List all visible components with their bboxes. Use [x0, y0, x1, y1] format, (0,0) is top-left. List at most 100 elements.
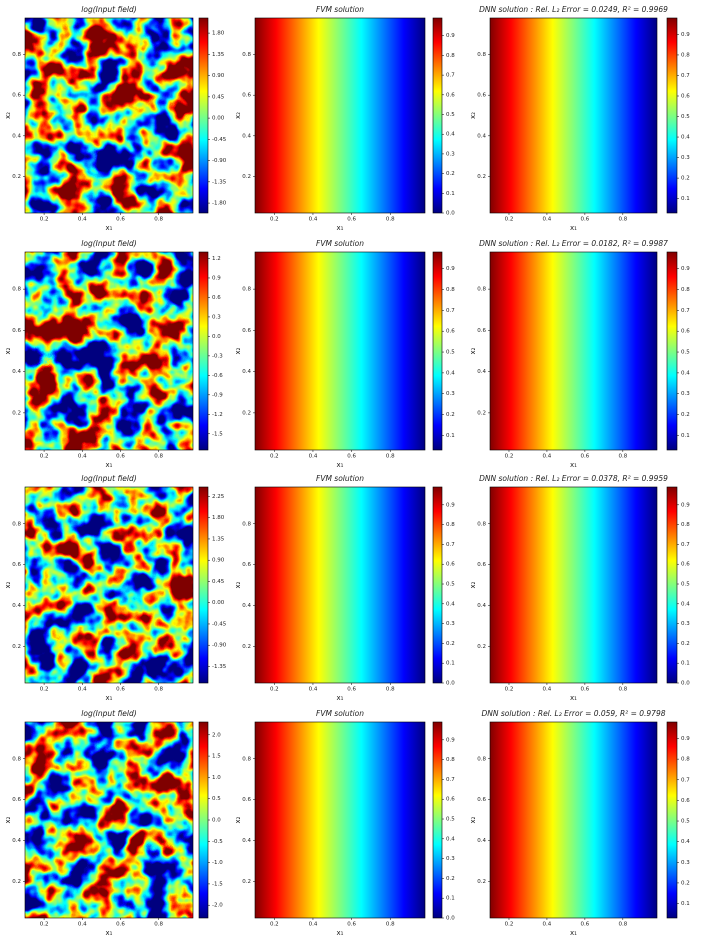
x-tick-label: 0.6	[116, 922, 125, 928]
colorbar-tick-label: 0.5	[446, 582, 455, 588]
y-tick-label: 0.2	[477, 644, 486, 650]
colorbar-tick-label: 0.0	[212, 334, 221, 340]
colorbar-tick-label: 1.35	[212, 52, 225, 58]
y-tick-label: 0.8	[242, 287, 251, 293]
plot-frame	[24, 251, 194, 451]
colorbar-tick-label: 0.1	[446, 661, 455, 667]
colorbar-tick-label: 0.7	[681, 542, 690, 548]
colorbar-tick-label: 0.90	[212, 558, 225, 564]
colorbar-tick-label: 0.1	[681, 433, 690, 439]
y-tick-label: 0.4	[12, 133, 21, 139]
y-axis-label: x₂	[4, 347, 12, 354]
colorbar	[666, 486, 678, 684]
colorbar-tick-label: 1.5	[212, 754, 221, 760]
y-axis-label: x₂	[469, 112, 477, 119]
y-tick-label: 0.6	[242, 797, 251, 803]
y-tick-label: 0.8	[242, 756, 251, 762]
y-tick-label: 0.4	[242, 838, 251, 844]
colorbar-tick-label: 0.7	[446, 777, 455, 783]
x-tick-label: 0.6	[116, 687, 125, 693]
colorbar-tick-label: 0.4	[681, 601, 690, 607]
y-tick-label: 0.8	[242, 52, 251, 58]
colorbar-tick-label: 0.2	[681, 176, 690, 182]
y-tick-label: 0.8	[242, 521, 251, 527]
panel-title: DNN solution : Rel. L₂ Error = 0.0378, R…	[479, 474, 668, 483]
x-axis-label: x₁	[337, 461, 344, 469]
field-image	[25, 18, 193, 213]
panel-title: log(Input field)	[81, 239, 136, 248]
x-tick-label: 0.8	[154, 217, 163, 223]
colorbar-tick-label: 0.9	[446, 737, 455, 743]
colorbar-tick-label: -1.35	[212, 179, 227, 185]
colorbar-tick-label: 0.3	[212, 314, 221, 320]
colorbar-tick-label: 0.7	[681, 308, 690, 314]
colorbar-tick-label: 0.45	[212, 94, 225, 100]
y-tick-label: 0.4	[477, 369, 486, 375]
x-tick-label: 0.2	[40, 454, 49, 460]
y-tick-label: 0.2	[477, 174, 486, 180]
y-tick-label: 0.6	[12, 328, 21, 334]
y-tick-label: 0.2	[242, 410, 251, 416]
x-tick-label: 0.4	[78, 922, 87, 928]
y-tick-label: 0.6	[242, 562, 251, 568]
x-tick-label: 0.4	[309, 922, 318, 928]
y-axis-label: x₂	[469, 816, 477, 823]
x-tick-label: 0.8	[386, 687, 395, 693]
x-tick-label: 0.6	[581, 217, 590, 223]
y-tick-label: 0.6	[242, 328, 251, 334]
colorbar-tick-label: 0.3	[681, 860, 690, 866]
x-axis-label: x₁	[570, 224, 577, 232]
colorbar-tick-label: 0.0	[446, 916, 455, 922]
x-tick-label: 0.8	[386, 922, 395, 928]
colorbar-tick-label: 0.1	[446, 896, 455, 902]
colorbar-tick-label: 0.6	[212, 295, 221, 301]
colorbar-tick-label: 0.2	[446, 641, 455, 647]
colorbar-tick-label: -1.5	[212, 881, 223, 887]
panel-title: DNN solution : Rel. L₂ Error = 0.0249, R…	[479, 5, 668, 14]
colorbar-tick-label: 0.5	[681, 114, 690, 120]
colorbar	[666, 17, 678, 214]
colorbar-tick-label: 0.9	[446, 33, 455, 39]
colorbar-tick-label: 2.25	[212, 494, 225, 500]
colorbar-tick-label: -0.90	[212, 158, 227, 164]
x-tick-label: 0.6	[116, 217, 125, 223]
colorbar-tick-label: 0.4	[446, 601, 455, 607]
colorbar-tick-label: 0.8	[446, 522, 455, 528]
y-axis-label: x₂	[4, 581, 12, 588]
y-tick-label: 0.4	[477, 838, 486, 844]
colorbar-tick-label: 0.5	[681, 582, 690, 588]
y-tick-label: 0.6	[477, 93, 486, 99]
colorbar-tick-label: 0.1	[681, 661, 690, 667]
y-tick-label: 0.6	[477, 797, 486, 803]
colorbar-tick-label: 0.9	[446, 502, 455, 508]
field-image	[490, 487, 657, 683]
colorbar	[666, 721, 678, 919]
colorbar-tick-label: 0.9	[446, 266, 455, 272]
colorbar-tick-label: 0.9	[212, 275, 221, 281]
plot-frame	[489, 17, 658, 214]
panel-title: log(Input field)	[81, 709, 136, 718]
x-tick-label: 0.4	[309, 454, 318, 460]
x-tick-label: 0.6	[347, 922, 356, 928]
y-tick-label: 0.4	[12, 838, 21, 844]
colorbar-tick-label: 0.5	[681, 350, 690, 356]
x-tick-label: 0.2	[270, 687, 279, 693]
x-tick-label: 0.2	[270, 922, 279, 928]
x-tick-label: 0.6	[581, 687, 590, 693]
colorbar	[432, 17, 443, 214]
plot-frame	[24, 486, 194, 684]
x-tick-label: 0.2	[270, 217, 279, 223]
colorbar	[432, 721, 443, 919]
plot-frame	[254, 486, 426, 684]
x-tick-label: 0.4	[543, 454, 552, 460]
colorbar-tick-label: -1.80	[212, 201, 227, 207]
y-tick-label: 0.2	[242, 644, 251, 650]
colorbar-tick-label: -2.0	[212, 903, 223, 909]
colorbar-tick-label: 0.5	[446, 112, 455, 118]
colorbar	[198, 17, 209, 214]
x-axis-label: x₁	[106, 461, 113, 469]
x-tick-label: 0.8	[618, 687, 627, 693]
x-tick-label: 0.2	[40, 217, 49, 223]
colorbar-tick-label: 0.5	[446, 817, 455, 823]
